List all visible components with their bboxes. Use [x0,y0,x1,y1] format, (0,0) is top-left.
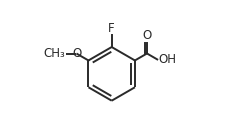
Text: F: F [108,22,114,35]
Text: CH₃: CH₃ [43,47,65,60]
Text: O: O [72,47,82,60]
Text: O: O [142,29,151,42]
Text: OH: OH [157,53,175,66]
